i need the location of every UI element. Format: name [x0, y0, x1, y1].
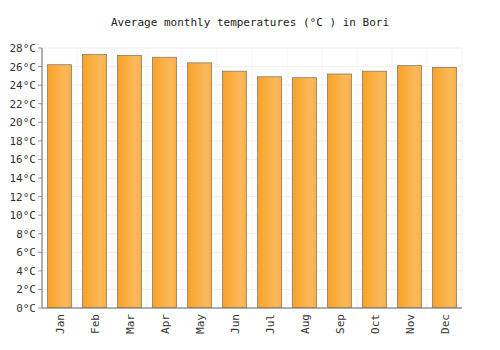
grid-line-vertical	[252, 48, 253, 308]
y-tick-label: 20°C	[10, 116, 37, 129]
tick-mark	[38, 122, 42, 123]
y-tick-label: 2°C	[16, 283, 36, 296]
x-tick-label: Aug	[299, 314, 312, 334]
y-tick-label: 26°C	[10, 61, 37, 74]
grid	[42, 48, 462, 308]
x-axis-line	[42, 308, 462, 309]
tick-mark	[38, 66, 42, 67]
bar	[363, 71, 387, 308]
x-tick-label: Jul	[264, 314, 277, 334]
grid-line-vertical	[322, 48, 323, 308]
tick-mark	[38, 270, 42, 271]
grid-line-vertical	[427, 48, 428, 308]
x-tick-label: Apr	[159, 314, 172, 334]
bar	[293, 78, 317, 308]
chart-container: Average monthly temperatures (°C ) in Bo…	[0, 0, 500, 350]
tick-mark	[38, 159, 42, 160]
grid-line-vertical	[357, 48, 358, 308]
y-tick-label: 4°C	[16, 265, 36, 278]
bar	[153, 57, 177, 308]
grid-line-vertical	[462, 48, 463, 308]
x-tick-label: Feb	[89, 314, 102, 334]
y-tick-label: 22°C	[10, 98, 37, 111]
grid-line-vertical	[217, 48, 218, 308]
grid-line-vertical	[147, 48, 148, 308]
tick-mark	[38, 140, 42, 141]
tick-mark	[38, 85, 42, 86]
grid-line-vertical	[77, 48, 78, 308]
bar	[328, 74, 352, 308]
x-tick-label: Oct	[369, 314, 382, 334]
bar	[118, 55, 142, 308]
bar	[83, 55, 107, 309]
tick-mark	[38, 215, 42, 216]
bar	[433, 68, 457, 309]
grid-line-vertical	[287, 48, 288, 308]
chart-svg: Average monthly temperatures (°C ) in Bo…	[0, 0, 500, 350]
x-tick-label: Dec	[439, 314, 452, 334]
grid-line-vertical	[112, 48, 113, 308]
x-tick-label: Nov	[404, 314, 417, 334]
y-tick-label: 28°C	[10, 42, 37, 55]
bar	[188, 63, 212, 308]
bar	[223, 71, 247, 308]
bars	[48, 55, 457, 309]
y-tick-label: 18°C	[10, 135, 37, 148]
tick-mark	[38, 252, 42, 253]
y-tick-label: 14°C	[10, 172, 37, 185]
y-tick-label: 6°C	[16, 246, 36, 259]
grid-line	[42, 308, 462, 309]
tick-mark	[38, 289, 42, 290]
tick-mark	[38, 178, 42, 179]
tick-mark	[38, 48, 42, 49]
x-tick-label: Jun	[229, 314, 242, 334]
y-tick-label: 12°C	[10, 191, 37, 204]
tick-mark	[38, 233, 42, 234]
grid-line-vertical	[42, 48, 43, 308]
grid-line-vertical	[182, 48, 183, 308]
bar	[258, 77, 282, 308]
x-tick-label: May	[194, 314, 207, 334]
grid-line-vertical	[392, 48, 393, 308]
bar	[398, 66, 422, 308]
y-axis-line	[42, 48, 43, 308]
y-tick-label: 10°C	[10, 209, 37, 222]
tick-mark	[38, 308, 42, 309]
y-tick-label: 16°C	[10, 153, 37, 166]
bar	[48, 65, 72, 308]
title: Average monthly temperatures (°C ) in Bo…	[111, 16, 389, 29]
x-tick-label: Sep	[334, 314, 347, 334]
tick-mark	[38, 103, 42, 104]
y-tick-label: 24°C	[10, 79, 37, 92]
x-tick-label: Mar	[124, 314, 137, 334]
y-tick-label: 0°C	[16, 302, 36, 315]
tick-mark	[38, 196, 42, 197]
x-tick-label: Jan	[54, 314, 67, 334]
y-tick-label: 8°C	[16, 228, 36, 241]
